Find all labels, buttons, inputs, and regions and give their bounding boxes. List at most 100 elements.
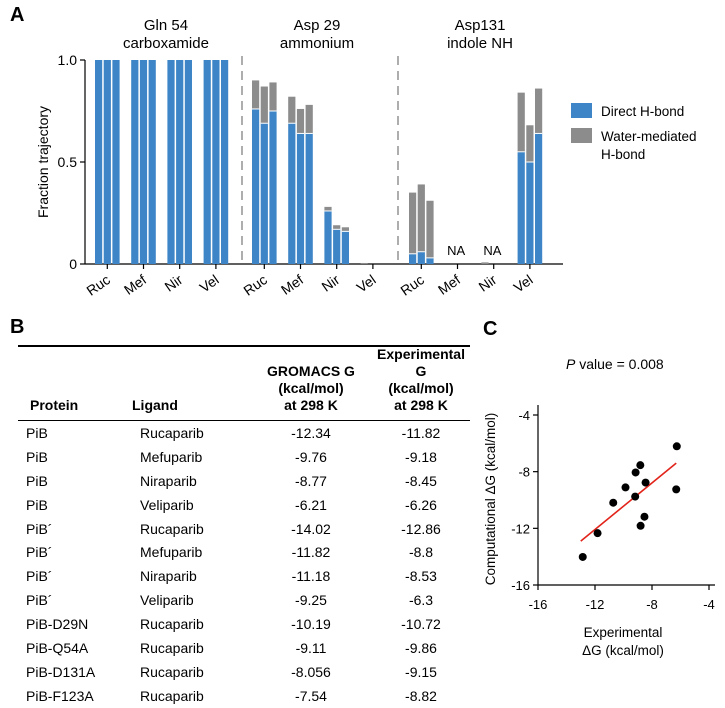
a-bar-direct <box>167 60 175 264</box>
cell-experimental: -11.82 <box>401 424 441 441</box>
cell-ligand: Rucaparib <box>140 663 204 680</box>
cell-experimental: -12.86 <box>401 520 441 537</box>
cell-gromacs: -9.11 <box>295 639 327 656</box>
table-row: PiB-D29N Rucaparib -10.19 -10.72 <box>18 612 470 636</box>
a-y-axis-label: Fraction trajectory <box>35 106 51 218</box>
a-bar-direct <box>269 111 277 264</box>
a-bar-direct <box>176 60 184 264</box>
cell-protein: PiB <box>26 472 48 489</box>
cell-ligand: Veliparib <box>140 592 194 609</box>
cell-ligand: Mefuparib <box>140 544 203 561</box>
a-bar-direct <box>517 151 525 264</box>
c-scatter-point <box>672 442 681 451</box>
a-x-tick-label: Nir <box>162 271 186 295</box>
cell-protein: PiB-D29N <box>26 616 89 633</box>
c-y-tick-label: -12 <box>511 521 530 536</box>
a-bar-direct <box>426 257 434 264</box>
table-row: PiB Niraparib -8.77 -8.45 <box>18 469 470 493</box>
c-y-tick-label: -16 <box>511 578 530 593</box>
a-bar-water <box>409 192 417 254</box>
cell-experimental: -8.45 <box>405 472 437 489</box>
table-row: PiB-F123A Rucaparib -7.54 -8.82 <box>18 684 470 708</box>
a-bar-direct <box>139 60 148 264</box>
a-bar-water <box>517 92 525 152</box>
c-scatter-point <box>631 468 640 477</box>
c-y-tick-label: -4 <box>518 408 530 423</box>
header-experimental-line2: (kcal/mol) <box>388 380 454 396</box>
cell-protein: PiB <box>26 424 48 441</box>
header-experimental: Experimental G (kcal/mol) at 298 K <box>372 346 470 421</box>
c-scatter-point <box>640 512 649 521</box>
cell-gromacs: -11.82 <box>291 544 331 561</box>
legend-swatch-direct <box>571 103 592 118</box>
cell-experimental: -8.8 <box>408 544 434 561</box>
a-x-tick-label: Ruc <box>397 271 427 298</box>
a-bar-direct <box>409 253 417 264</box>
c-x-tick-label: -12 <box>586 597 605 612</box>
header-gromacs-line1: GROMACS G <box>267 363 355 379</box>
panel-label-a: A <box>10 4 25 26</box>
cell-protein: PiB-Q54A <box>26 639 89 656</box>
a-bar-direct <box>260 123 268 265</box>
header-gromacs-line3: at 298 K <box>284 397 338 413</box>
a-bar-water <box>260 86 268 124</box>
header-gromacs-line2: (kcal/mol) <box>278 380 344 396</box>
c-scatter-point <box>672 485 681 494</box>
a-na-label: NA <box>447 243 465 258</box>
legend-swatch-water <box>571 128 592 143</box>
cell-gromacs: -12.34 <box>291 424 331 441</box>
cell-ligand: Rucaparib <box>140 616 204 633</box>
header-ligand: Ligand <box>132 397 178 413</box>
a-bar-direct <box>95 60 103 264</box>
cell-ligand: Veliparib <box>140 496 194 513</box>
c-pvalue-symbol: P <box>566 356 576 372</box>
a-bar-direct <box>417 251 425 264</box>
a-bar-direct <box>112 60 120 264</box>
c-scatter-point <box>578 552 587 561</box>
a-na-label: NA <box>483 243 501 258</box>
table-row: PiB´ Veliparib -9.25 -6.3 <box>18 588 470 612</box>
a-x-tick-label: Mef <box>435 271 463 298</box>
c-y-tick-label: -8 <box>518 465 530 480</box>
cell-protein: PiB´ <box>26 544 53 561</box>
cell-experimental: -8.53 <box>405 568 437 585</box>
cell-protein: PiB´ <box>26 520 53 537</box>
cell-ligand: Mefuparib <box>140 448 203 465</box>
a-bar-water <box>341 227 349 232</box>
c-scatter-point <box>621 483 630 492</box>
table-row: PiB´ Mefuparib -11.82 -8.8 <box>18 540 470 564</box>
c-scatter-point <box>636 521 645 530</box>
a-x-tick-label: Nir <box>319 271 343 295</box>
c-pvalue-text: value = 0.008 <box>575 356 664 372</box>
table-row: PiB Rucaparib -12.34 -11.82 <box>18 421 470 445</box>
a-x-tick-label: Ruc <box>240 271 270 298</box>
cell-gromacs: -9.76 <box>295 448 327 465</box>
a-group-title: Asp131 <box>455 17 506 34</box>
cell-ligand: Niraparib <box>140 568 197 585</box>
a-x-tick-label: Mef <box>278 271 306 298</box>
c-x-tick-label: -8 <box>646 597 658 612</box>
a-bar-direct <box>184 60 192 264</box>
a-x-tick-label: Mef <box>121 271 149 298</box>
cell-protein: PiB´ <box>26 568 53 585</box>
a-bar-water <box>360 262 368 264</box>
a-bar-water <box>426 200 434 258</box>
cell-gromacs: -8.77 <box>295 472 327 489</box>
legend-label-water-line2: H-bond <box>601 147 645 162</box>
cell-experimental: -6.3 <box>408 592 434 609</box>
table-row: PiB´ Niraparib -11.18 -8.53 <box>18 564 470 588</box>
a-bar-direct <box>296 133 305 264</box>
c-pvalue: P value = 0.008 <box>566 356 664 372</box>
cell-ligand: Rucaparib <box>140 687 204 704</box>
a-bar-direct <box>221 60 229 264</box>
a-x-tick-label: Vel <box>510 271 535 295</box>
a-bar-water <box>535 88 543 134</box>
a-group-title: Asp 29 <box>294 17 341 34</box>
c-scatter-point <box>609 498 618 507</box>
a-bar-water <box>269 82 277 111</box>
a-bar-direct <box>341 231 349 264</box>
a-group-title: Gln 54 <box>144 17 188 34</box>
cell-gromacs: -7.54 <box>295 687 327 704</box>
cell-experimental: -8.82 <box>405 687 437 704</box>
a-y-tick-label: 0.5 <box>58 154 78 170</box>
